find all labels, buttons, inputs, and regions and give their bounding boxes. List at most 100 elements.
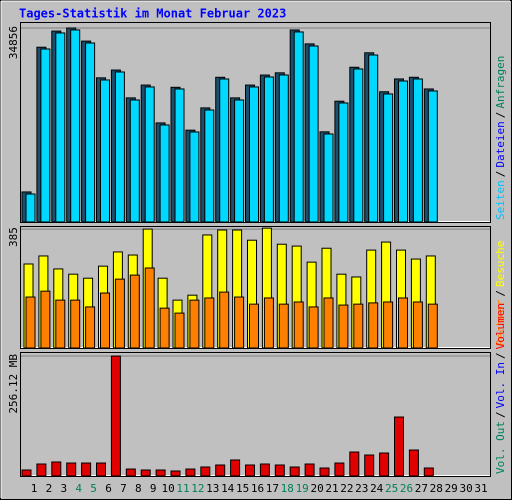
- x-tick-label: 23: [355, 482, 368, 495]
- bar: [278, 303, 289, 349]
- y-tick-label: 385: [7, 227, 20, 247]
- bar: [114, 278, 125, 349]
- bar: [125, 468, 136, 477]
- bar: [55, 32, 66, 223]
- x-tick-label: 13: [206, 482, 219, 495]
- x-tick-label: 19: [296, 482, 309, 495]
- bar: [234, 99, 245, 223]
- bar: [85, 42, 96, 223]
- bar: [249, 303, 259, 349]
- x-tick-label: 24: [370, 482, 384, 495]
- x-tick-label: 12: [191, 482, 204, 495]
- bar: [308, 306, 319, 349]
- legend-separator: /: [494, 290, 507, 297]
- bar: [234, 296, 245, 349]
- legend-label: Anfragen: [494, 56, 507, 109]
- x-tick-label: 25: [385, 482, 398, 495]
- x-tick-label: 11: [176, 482, 189, 495]
- bar: [364, 454, 375, 477]
- bar: [110, 355, 121, 477]
- legend-separator: /: [494, 171, 507, 178]
- bar: [368, 302, 379, 349]
- bar: [289, 466, 300, 477]
- x-tick-label: 3: [60, 482, 67, 495]
- bar: [55, 299, 66, 349]
- y-tick-label: 34856: [7, 26, 20, 59]
- x-tick-label: 21: [325, 482, 338, 495]
- legend-label: Rechner: [494, 299, 507, 346]
- bar: [140, 469, 151, 477]
- bar: [423, 467, 434, 477]
- bar: [338, 304, 349, 349]
- bar: [323, 133, 334, 223]
- bar: [189, 131, 200, 223]
- bar: [412, 78, 423, 223]
- bar: [100, 79, 110, 223]
- legend-separator: /: [494, 411, 507, 418]
- bar: [249, 86, 259, 223]
- x-tick-label: 1: [31, 482, 38, 495]
- bar: [200, 466, 211, 477]
- x-tick-label: 29: [445, 482, 458, 495]
- bar: [189, 299, 200, 349]
- bar: [25, 296, 36, 349]
- chart-title: Tages-Statistik im Monat Februar 2023: [19, 7, 286, 21]
- bar: [427, 303, 438, 349]
- bar: [85, 306, 96, 349]
- x-tick-label: 16: [251, 482, 264, 495]
- x-tick-label: 26: [400, 482, 413, 495]
- bar: [25, 193, 36, 223]
- bar: [263, 76, 274, 223]
- bar: [219, 291, 230, 349]
- bar: [114, 71, 125, 223]
- bar: [100, 292, 110, 349]
- bar: [40, 290, 51, 349]
- bar: [308, 45, 319, 223]
- x-tick-label: 15: [236, 482, 249, 495]
- x-tick-label: 7: [120, 482, 127, 495]
- bar: [259, 463, 270, 477]
- bar: [349, 451, 360, 477]
- bar: [245, 464, 255, 477]
- x-tick-label: 14: [221, 482, 235, 495]
- bar: [379, 452, 390, 477]
- bar: [338, 102, 349, 223]
- bar: [368, 54, 379, 223]
- x-tick-label: 4: [75, 482, 82, 495]
- legend-label: Seiten: [494, 180, 507, 220]
- bar: [353, 68, 364, 223]
- bar: [70, 299, 81, 349]
- legend-separator: /: [494, 112, 507, 119]
- bar: [66, 462, 77, 477]
- bar: [36, 463, 47, 477]
- legend-label: Vol. Out: [494, 421, 507, 474]
- x-tick-label: 10: [161, 482, 174, 495]
- bar: [408, 449, 419, 477]
- legend-separator: /: [494, 352, 507, 359]
- bar: [96, 462, 106, 477]
- x-tick-label: 5: [90, 482, 97, 495]
- x-tick-label: 9: [150, 482, 157, 495]
- bar: [398, 80, 408, 223]
- bar: [304, 463, 315, 477]
- bar: [129, 274, 140, 349]
- x-tick-label: 17: [266, 482, 279, 495]
- bar: [174, 312, 185, 349]
- bar: [398, 297, 408, 349]
- bar: [427, 90, 438, 223]
- bar: [263, 297, 274, 349]
- bar: [204, 109, 215, 223]
- legend-label: Volumen: [494, 303, 507, 349]
- bar: [159, 307, 170, 349]
- bar: [159, 124, 170, 223]
- bar: [412, 301, 423, 349]
- x-tick-label: 31: [474, 482, 487, 495]
- bar: [21, 469, 32, 477]
- bar: [383, 301, 394, 349]
- x-tick-label: 27: [415, 482, 428, 495]
- legend-label: Besuche: [494, 241, 507, 287]
- bar: [51, 461, 62, 477]
- bar: [334, 462, 345, 477]
- bar: [144, 267, 155, 349]
